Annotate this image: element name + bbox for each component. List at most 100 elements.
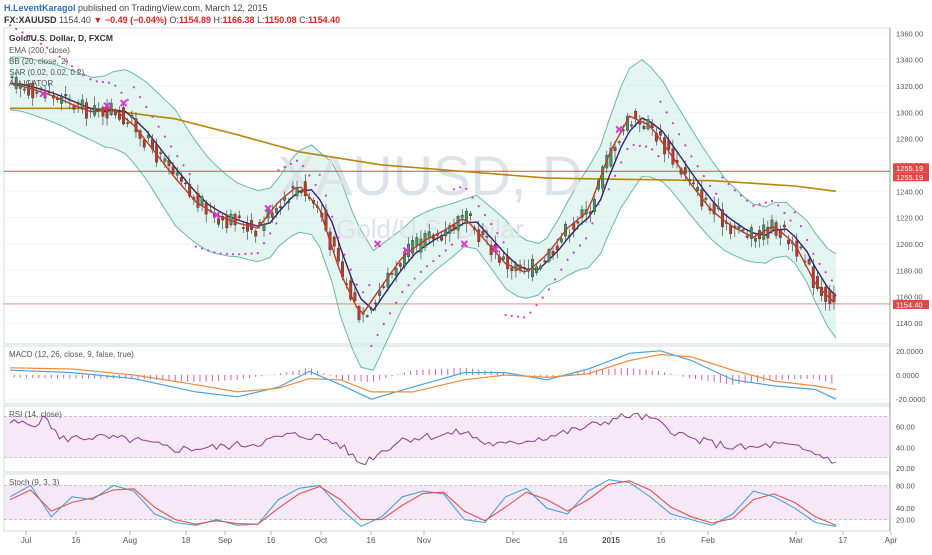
sar-dot: [138, 96, 142, 99]
high-label: H:: [213, 15, 223, 25]
x-tick-label: Oct: [315, 536, 328, 545]
candle-body: [683, 167, 687, 175]
sar-dot: [314, 183, 317, 187]
signal-marker: [119, 99, 128, 107]
candle-body: [171, 166, 175, 175]
y-tick-label: 1300.00: [896, 108, 923, 117]
candle-body: [613, 146, 617, 151]
candle-body: [766, 226, 770, 239]
signal-marker: [103, 101, 111, 110]
sar-dot: [547, 288, 551, 291]
sar-dot: [471, 196, 474, 199]
x-tick-label: 16: [72, 536, 81, 545]
sar-dot: [70, 65, 74, 68]
rsi-tick-label: 60.00: [896, 423, 915, 432]
sar-dot: [362, 291, 365, 294]
candle-body: [196, 193, 200, 208]
indicator-legend: SAR (0.02, 0.02, 0.2): [9, 68, 84, 77]
sar-dot: [677, 133, 681, 136]
author-name[interactable]: H.LeventKaragol: [4, 3, 76, 13]
x-tick-label: 18: [182, 536, 191, 545]
candle-body: [551, 251, 555, 256]
sar-dot: [651, 148, 654, 151]
stoch-k-line: [9, 479, 837, 528]
y-tick-label: 1340.00: [896, 56, 923, 65]
sar-dot: [812, 252, 815, 255]
candle-body: [47, 91, 51, 94]
sar-dot: [318, 173, 321, 176]
macd-legend: MACD (12, 26, close, 9, false, true): [9, 350, 134, 359]
sar-dot: [231, 253, 235, 256]
candle-body: [233, 213, 237, 226]
sar-dot: [659, 100, 662, 103]
sar-dot: [490, 222, 493, 226]
sar-dot: [566, 258, 569, 261]
stoch-band-fill: [4, 485, 890, 520]
candle-body: [704, 197, 708, 200]
candle-body: [460, 215, 464, 218]
macd-tick-label: -20.0000: [896, 395, 926, 404]
sar-dot: [395, 301, 398, 304]
candle-body: [576, 221, 580, 224]
fast-ma-line: [9, 82, 835, 315]
sar-dot: [151, 115, 154, 118]
sar-dot: [250, 252, 253, 255]
sar-dot: [401, 290, 404, 294]
rsi-line: [9, 412, 837, 466]
sar-dot: [8, 24, 12, 27]
sar-dot: [496, 232, 499, 235]
candle-body: [741, 229, 745, 231]
sar-dot: [758, 203, 761, 206]
candle-body: [332, 236, 336, 247]
candle-body: [76, 102, 80, 105]
candle-body: [601, 166, 605, 189]
sar-dot: [591, 222, 594, 225]
candle-body: [217, 218, 221, 225]
y-tick-label: 1200.00: [896, 240, 923, 249]
candle-body: [807, 259, 811, 265]
sar-dot: [114, 84, 117, 87]
sar-dot: [638, 144, 641, 147]
symbol-text: FX:XAUUSD: [4, 15, 57, 25]
candle-body: [80, 99, 84, 110]
sar-dot: [465, 187, 468, 190]
candle-body: [270, 212, 274, 218]
stoch-d-line: [9, 480, 837, 526]
rsi-tick-label: 20.00: [896, 464, 915, 473]
rsi-legend: RSI (14, close): [9, 410, 62, 419]
change-text: −0.49 (−0.04%): [104, 15, 167, 25]
sar-dot: [33, 38, 36, 41]
sar-dot: [696, 165, 699, 168]
low-label: L:: [257, 15, 265, 25]
y-tick-label: 1140.00: [896, 319, 923, 328]
signal-marker: [373, 240, 382, 248]
price-label: 1154.40: [896, 300, 923, 309]
sar-dot: [413, 277, 416, 280]
candle-body: [303, 181, 307, 197]
sar-dot: [789, 219, 792, 222]
sar-dot: [541, 296, 544, 299]
open-label: O:: [169, 15, 179, 25]
x-tick-label: Jul: [21, 536, 31, 545]
x-tick-label: 16: [559, 536, 568, 545]
signal-marker: [491, 245, 499, 253]
candle-body: [225, 214, 229, 229]
sar-dot: [746, 199, 749, 202]
sar-dot: [777, 204, 780, 207]
y-tick-label: 1320.00: [896, 82, 923, 91]
sar-dot: [64, 60, 67, 63]
candle-body: [299, 190, 303, 193]
sar-dot: [302, 164, 305, 168]
candle-body: [440, 235, 444, 241]
sar-dot: [213, 251, 216, 254]
candle-body: [712, 203, 716, 215]
sar-dot: [438, 254, 441, 258]
candle-body: [489, 245, 493, 256]
sar-dot: [355, 283, 359, 286]
x-tick-label: Feb: [701, 536, 715, 545]
sar-dot: [783, 211, 786, 215]
sar-dot: [708, 184, 712, 188]
sar-dot: [89, 78, 92, 81]
sar-dot: [269, 232, 272, 235]
